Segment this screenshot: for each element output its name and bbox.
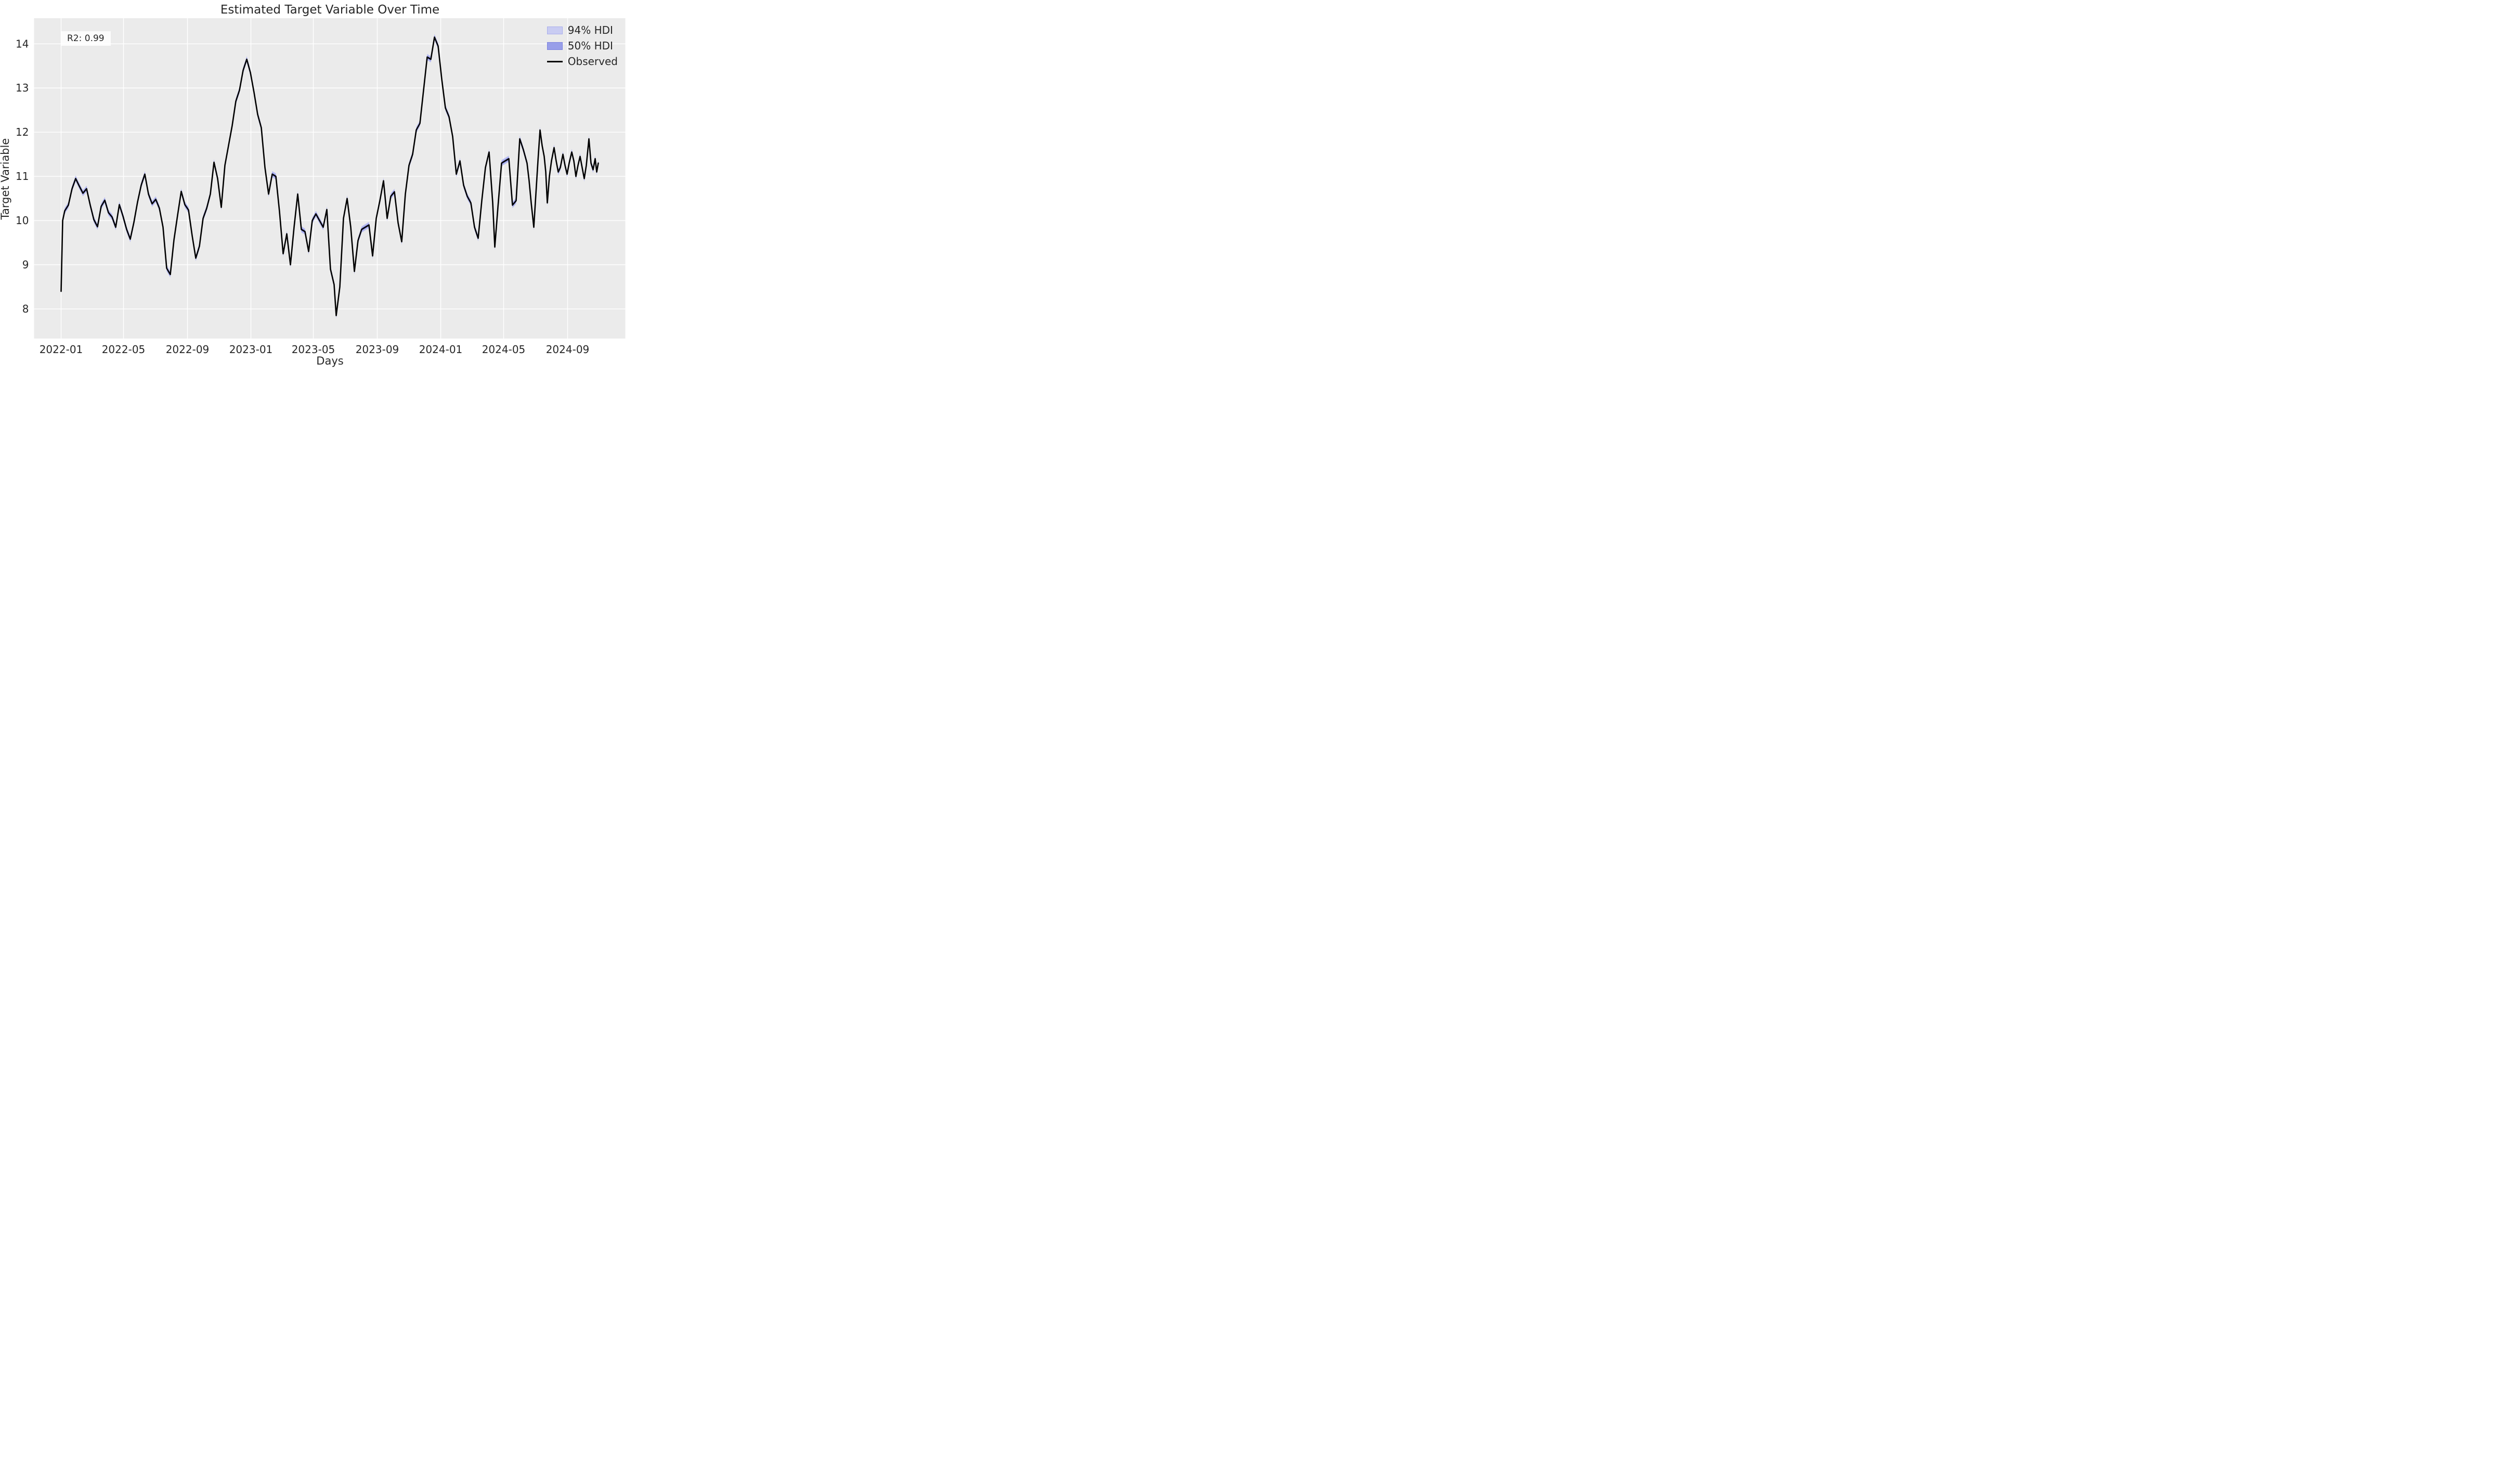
legend-label: 94% HDI (567, 24, 613, 36)
y-tick-label: 14 (16, 37, 29, 50)
y-tick-label: 12 (16, 126, 29, 138)
x-tick-label: 2024-09 (546, 343, 590, 356)
observed-line (60, 36, 599, 317)
legend-item-94-hdi: 94% HDI (547, 24, 618, 36)
observed-line-swatch-icon (547, 60, 563, 62)
hdi-50-swatch-icon (547, 42, 563, 50)
y-tick-label: 11 (16, 170, 29, 183)
legend-item-50-hdi: 50% HDI (547, 40, 618, 52)
x-tick-label: 2022-09 (166, 343, 210, 356)
y-tick-label: 8 (22, 303, 29, 315)
plot-area (34, 18, 626, 339)
x-axis-label: Days (316, 355, 344, 367)
chart-svg: 8 9 10 11 12 13 14 2022-01 2022-05 2022-09 2023-01… (16, 18, 626, 356)
x-tick-label: 2023-05 (292, 343, 335, 356)
x-tick-label: 2024-01 (419, 343, 463, 356)
x-tick-label: 2023-01 (229, 343, 273, 356)
y-tick-label: 13 (16, 82, 29, 94)
chart-figure: Estimated Target Variable Over Time 8 9 10… (0, 0, 630, 370)
r2-annotation: R2: 0.99 (61, 31, 111, 46)
y-tick-label: 9 (22, 258, 29, 271)
chart-title: Estimated Target Variable Over Time (220, 3, 440, 17)
x-tick-label: 2024-05 (482, 343, 526, 356)
legend-label: 50% HDI (567, 40, 613, 52)
x-tick-label: 2023-09 (356, 343, 399, 356)
hdi-94-swatch-icon (547, 26, 563, 34)
legend-item-observed: Observed (547, 55, 618, 68)
legend-label: Observed (567, 55, 618, 68)
x-tick-label: 2022-01 (40, 343, 83, 356)
x-tick-label: 2022-05 (102, 343, 146, 356)
y-tick-label: 10 (16, 214, 29, 227)
y-axis-label: Target Variable (0, 138, 11, 220)
legend: 94% HDI 50% HDI Observed (547, 24, 618, 68)
